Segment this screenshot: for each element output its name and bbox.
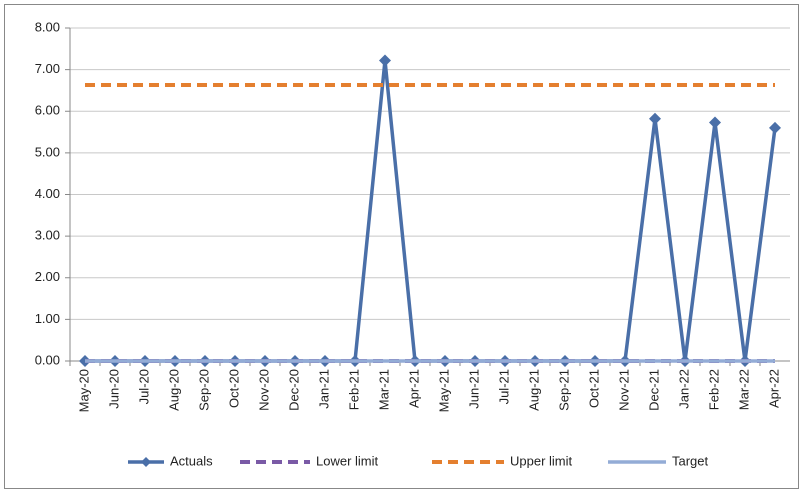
x-tick-label: Mar-21 <box>376 369 391 410</box>
x-tick-label: Oct-20 <box>226 369 241 408</box>
x-tick-label: Jun-21 <box>466 369 481 409</box>
legend-label: Lower limit <box>316 453 379 468</box>
marker <box>379 54 391 67</box>
x-tick-label: Feb-22 <box>706 369 721 410</box>
x-tick-label: Sep-21 <box>556 369 571 411</box>
marker <box>769 121 781 134</box>
x-tick-label: Jul-20 <box>136 369 151 404</box>
x-tick-label: Apr-22 <box>766 369 781 408</box>
x-tick-label: Mar-22 <box>736 369 751 410</box>
y-tick-label: 7.00 <box>35 61 60 76</box>
x-tick-label: Dec-20 <box>286 369 301 411</box>
y-tick-label: 3.00 <box>35 228 60 243</box>
marker <box>709 116 721 129</box>
y-tick-label: 8.00 <box>35 19 60 34</box>
x-tick-label: Jul-21 <box>496 369 511 404</box>
legend-label: Upper limit <box>510 453 573 468</box>
x-tick-label: Aug-20 <box>166 369 181 411</box>
y-tick-label: 6.00 <box>35 103 60 118</box>
x-tick-label: May-20 <box>76 369 91 412</box>
chart-frame <box>4 4 799 489</box>
x-tick-label: May-21 <box>436 369 451 412</box>
legend-marker <box>141 457 151 467</box>
x-tick-label: Sep-20 <box>196 369 211 411</box>
x-tick-label: Dec-21 <box>646 369 661 411</box>
legend-label: Actuals <box>170 453 213 468</box>
y-tick-label: 5.00 <box>35 144 60 159</box>
x-tick-label: Aug-21 <box>526 369 541 411</box>
legend-label: Target <box>672 453 709 468</box>
x-tick-label: Jan-22 <box>676 369 691 409</box>
y-tick-label: 0.00 <box>35 352 60 367</box>
x-tick-label: Nov-21 <box>616 369 631 411</box>
x-tick-label: Nov-20 <box>256 369 271 411</box>
y-tick-label: 4.00 <box>35 186 60 201</box>
marker <box>649 112 661 125</box>
x-tick-label: Oct-21 <box>586 369 601 408</box>
x-tick-label: Apr-21 <box>406 369 421 408</box>
x-tick-label: Feb-21 <box>346 369 361 410</box>
x-tick-label: Jan-21 <box>316 369 331 409</box>
x-tick-label: Jun-20 <box>106 369 121 409</box>
y-tick-label: 1.00 <box>35 311 60 326</box>
y-tick-label: 2.00 <box>35 269 60 284</box>
